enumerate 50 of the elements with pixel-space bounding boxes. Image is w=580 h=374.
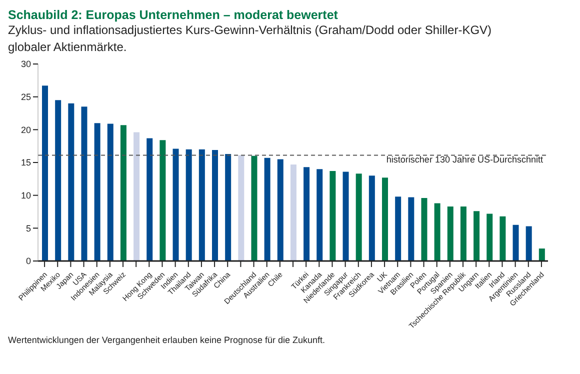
bar [304,167,310,261]
bar [395,196,402,261]
bar [382,178,388,261]
bar [251,156,258,261]
bar [474,211,480,261]
bar [42,86,48,261]
bar [408,197,414,261]
bar [356,174,362,261]
bar [460,206,466,261]
y-tick-label: 30 [20,59,31,70]
bar [134,132,140,261]
bar [186,149,192,261]
y-tick-label: 5 [26,223,31,234]
bar [500,216,506,261]
bar [238,155,244,261]
bar [198,149,205,261]
y-tick-label: 25 [20,92,31,102]
bar [94,123,100,261]
bar [538,248,545,261]
bar [212,150,218,261]
bar [146,138,153,261]
chart-title: Schaubild 2: Europas Unternehmen – moderat bewertet [8,8,339,22]
text: Wertentwicklungen der Vergangenheit erlauben keine Prognose für die Zukunft. [8,335,326,345]
bar [316,169,323,261]
bar [368,176,375,261]
bar [342,172,349,261]
bar [330,171,336,261]
y-tick-label: 10 [20,190,31,201]
bar [225,154,232,261]
bar [486,214,493,261]
bar [107,124,114,261]
chart-subtitle: Zyklus- und inflationsadjustiertes Kurs-Gewinn-Verhältnis (Graham/Dodd oder Shiller-KGV) globaler Aktienmärkte. [8,22,493,56]
bar [120,125,126,261]
bar [512,224,519,261]
bar [160,140,166,261]
bar [434,203,440,261]
bar [55,100,62,261]
bar [81,106,88,261]
bar [526,226,532,261]
bar [68,103,74,261]
bar [172,148,179,261]
y-tick-label: 0 [26,256,31,266]
bar [290,164,296,261]
bar [421,198,428,261]
y-tick-label: 15 [20,158,31,168]
bar [264,158,270,261]
y-tick-label: 20 [20,124,31,135]
ref-line-label: historischer 130 Jahre US-Durchschnitt [386,154,544,164]
bar [447,206,454,261]
bar [277,159,284,261]
